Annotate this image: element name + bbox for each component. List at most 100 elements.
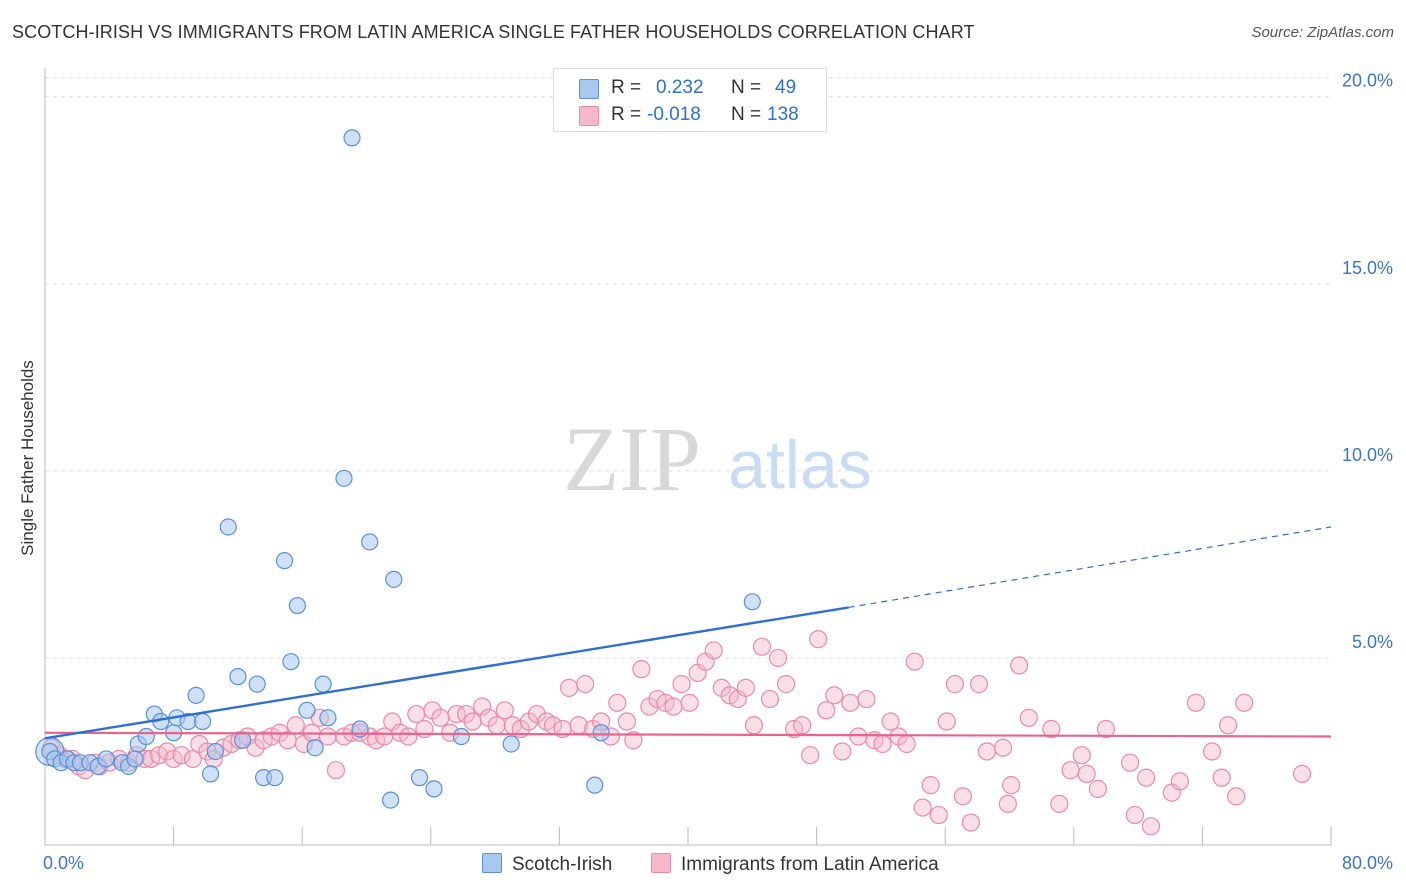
legend-r-label: R = xyxy=(611,77,642,98)
data-point-scotch-irish xyxy=(219,518,237,536)
data-point-latin-america xyxy=(326,761,346,780)
data-point-scotch-irish xyxy=(382,791,400,809)
y-tick-labels: 5.0% 10.0% 15.0% 20.0% xyxy=(1342,71,1393,652)
data-point-latin-america xyxy=(680,693,699,712)
data-point-latin-america xyxy=(905,652,924,671)
data-point-latin-america xyxy=(1235,693,1254,712)
legend-swatch-blue xyxy=(579,79,599,99)
trend-line-latin-america xyxy=(44,731,1332,738)
data-point-latin-america xyxy=(809,630,828,649)
data-point-scotch-irish xyxy=(502,735,520,753)
watermark-atlas: atlas xyxy=(728,427,872,503)
data-point-scotch-irish xyxy=(306,739,324,757)
data-point-latin-america xyxy=(672,675,691,694)
data-point-scotch-irish xyxy=(410,769,429,787)
data-point-latin-america xyxy=(1170,772,1189,791)
data-point-scotch-irish xyxy=(743,593,761,611)
legend-swatch-blue xyxy=(482,853,502,873)
data-point-scotch-irish xyxy=(592,724,610,742)
data-point-latin-america xyxy=(1077,764,1096,784)
data-point-latin-america xyxy=(849,727,868,746)
data-point-latin-america xyxy=(608,693,627,712)
data-point-latin-america xyxy=(527,704,546,724)
legend-r-value: 0.232 xyxy=(656,77,704,98)
watermark-zip: ZIP xyxy=(563,408,701,510)
data-point-scotch-irish xyxy=(137,727,155,746)
data-point-scotch-irish xyxy=(193,712,212,731)
data-point-scotch-irish xyxy=(229,668,247,686)
data-point-latin-america xyxy=(1125,805,1144,825)
data-point-latin-america xyxy=(632,660,651,679)
data-point-latin-america xyxy=(158,742,177,761)
legend-item-scotch-irish: Scotch-Irish xyxy=(482,853,612,876)
data-point-latin-america xyxy=(1227,787,1246,806)
data-point-latin-america xyxy=(913,798,932,817)
data-point-latin-america xyxy=(1202,742,1222,761)
trend-lines xyxy=(44,526,1332,740)
data-point-latin-america xyxy=(399,727,418,746)
data-point-latin-america xyxy=(841,693,860,712)
legend-n-label: N = xyxy=(731,104,762,125)
data-point-latin-america xyxy=(1061,761,1080,780)
data-point-latin-america xyxy=(1010,656,1029,675)
data-point-scotch-irish xyxy=(187,686,205,704)
legend-item-latin-america: Immigrants from Latin America xyxy=(651,853,939,876)
data-point-latin-america xyxy=(736,678,755,697)
data-point-latin-america xyxy=(993,738,1013,757)
data-point-latin-america xyxy=(857,689,876,709)
data-point-latin-america xyxy=(1212,768,1231,787)
data-point-latin-america xyxy=(183,749,202,769)
scotch-irish-points xyxy=(35,129,761,809)
data-point-latin-america xyxy=(1120,753,1140,772)
data-point-scotch-irish xyxy=(234,731,252,749)
data-point-latin-america xyxy=(998,794,1017,813)
data-point-latin-america xyxy=(624,731,643,750)
data-point-latin-america xyxy=(704,641,723,660)
legend-n-value: 49 xyxy=(775,77,797,98)
data-point-latin-america xyxy=(473,697,492,716)
data-point-latin-america xyxy=(961,813,981,832)
trend-line-scotch-irish xyxy=(44,606,849,740)
data-point-scotch-irish xyxy=(97,750,115,768)
data-point-latin-america xyxy=(833,742,852,761)
data-point-scotch-irish xyxy=(298,701,316,719)
data-point-latin-america xyxy=(921,776,940,795)
data-point-latin-america xyxy=(897,734,916,754)
grid-lines xyxy=(45,77,1331,659)
legend-swatch-pink xyxy=(651,853,671,873)
data-point-latin-america xyxy=(559,678,579,697)
source-label: Source: ZipAtlas.com xyxy=(1251,24,1394,41)
data-point-latin-america xyxy=(495,701,514,720)
legend-r-value: -0.018 xyxy=(647,104,701,125)
data-point-latin-america xyxy=(1292,764,1312,784)
data-point-scotch-irish xyxy=(425,780,443,798)
data-point-latin-america xyxy=(1137,768,1156,787)
data-point-latin-america xyxy=(487,716,506,735)
data-point-scotch-irish xyxy=(314,675,332,693)
data-point-scotch-irish xyxy=(361,533,379,551)
data-point-latin-america xyxy=(953,787,972,806)
data-point-scotch-irish xyxy=(248,675,266,693)
legend-label-latin-america: Immigrants from Latin America xyxy=(681,854,939,875)
data-point-scotch-irish xyxy=(201,765,220,783)
data-point-scotch-irish xyxy=(586,776,604,794)
data-point-latin-america xyxy=(447,704,466,724)
data-point-latin-america xyxy=(1050,794,1069,813)
data-point-latin-america xyxy=(407,704,426,724)
data-point-latin-america xyxy=(1019,708,1038,727)
data-point-latin-america xyxy=(172,746,191,765)
data-point-latin-america xyxy=(776,675,796,694)
correlation-legend: R = 0.232 N = 49 R = -0.018 N = 138 xyxy=(553,68,827,132)
data-point-latin-america xyxy=(1186,693,1206,712)
data-point-latin-america xyxy=(1088,779,1108,798)
data-point-latin-america xyxy=(768,648,788,668)
data-point-latin-america xyxy=(825,686,844,705)
y-tick-label: 20.0% xyxy=(1342,71,1393,91)
data-point-latin-america xyxy=(1096,719,1116,739)
data-point-latin-america xyxy=(617,712,637,731)
data-point-scotch-irish xyxy=(206,742,224,761)
data-point-latin-america xyxy=(431,708,450,727)
data-point-latin-america xyxy=(1072,746,1091,765)
data-point-latin-america xyxy=(873,734,892,754)
